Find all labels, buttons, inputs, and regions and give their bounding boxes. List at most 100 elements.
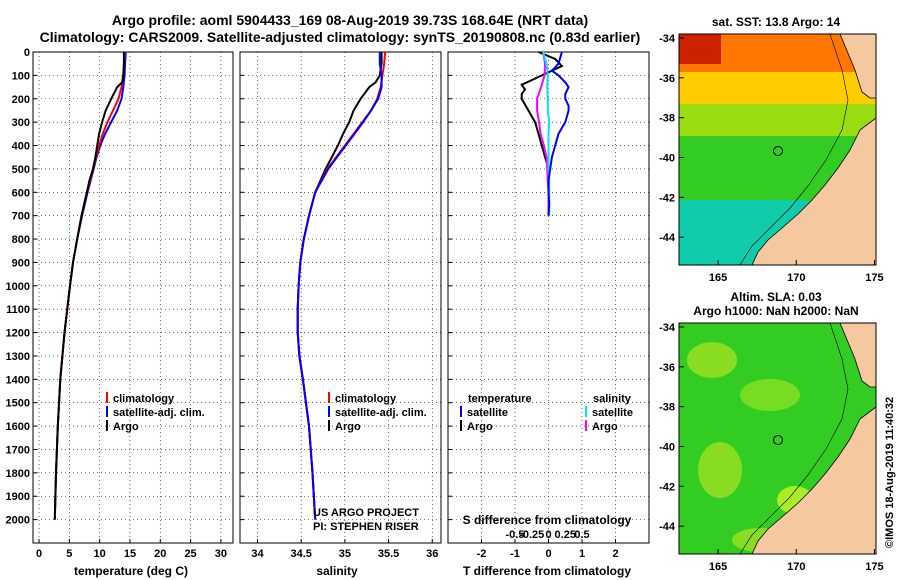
depth-tick-label: 900	[12, 257, 30, 269]
x-tick-label: 36	[426, 548, 438, 560]
depth-tick-label: 600	[12, 187, 30, 199]
x-tick-label: 10	[94, 548, 106, 560]
map-lat-tick-label: -34	[659, 322, 676, 334]
x-tick-label: 0	[545, 548, 551, 560]
legend-salinity-head: salinity	[593, 393, 632, 405]
map-lat-tick-label: -40	[659, 441, 675, 453]
legend-climatology-swatch	[106, 392, 108, 403]
depth-tick-label: 1200	[6, 328, 30, 340]
depth-tick-label: 1300	[6, 351, 30, 363]
sla-anomaly	[698, 442, 742, 498]
t-difference-xlabel: T difference from climatology	[463, 564, 631, 578]
sst-hottest-corner	[679, 34, 721, 64]
sst-map-title: sat. SST: 13.8 Argo: 14	[712, 15, 841, 29]
x-tick-label: 30	[215, 548, 227, 560]
title-line1: Argo profile: aoml 5904433_169 08-Aug-20…	[112, 12, 588, 28]
map-lon-tick-label: 175	[865, 272, 883, 284]
sla-land	[751, 406, 876, 554]
map-lat-tick-label: -34	[659, 33, 676, 45]
legend-s-argo: Argo	[592, 421, 618, 433]
legend-climatology: climatology	[113, 393, 175, 405]
legend-climatology: climatology	[335, 393, 397, 405]
depth-tick-label: 0	[24, 47, 30, 59]
map-lon-tick-label: 170	[787, 561, 805, 573]
sst-map: sat. SST: 13.8 Argo: 14 -34 -36 -38 -40 -42 -…	[659, 15, 884, 284]
series-line-argo	[53, 52, 125, 520]
legend-t-satellite-swatch	[460, 406, 462, 417]
depth-tick-label: 800	[12, 234, 30, 246]
legend-argo: Argo	[113, 421, 139, 433]
map-lon-tick-label: 165	[709, 272, 727, 284]
sst-argo-position-marker	[773, 146, 783, 156]
sst-land	[751, 117, 876, 265]
map-lat-tick-label: -40	[659, 152, 675, 164]
pi-label: PI: STEPHEN RISER	[313, 521, 419, 533]
x-tick-label-secondary: 0.5	[574, 529, 589, 541]
x-tick-label: 20	[154, 548, 166, 560]
x-tick-label: 35	[339, 548, 351, 560]
legend-s-argo-swatch	[585, 420, 587, 431]
map-lat-tick-label: -36	[659, 73, 675, 85]
map-lon-tick-label: 165	[709, 561, 727, 573]
x-tick-label: 1	[579, 548, 585, 560]
x-tick-label-secondary: 0	[545, 529, 551, 541]
salinity-plot-frame	[239, 51, 442, 544]
legend-t-satellite: satellite	[467, 407, 508, 419]
sla-argo-position-marker	[773, 435, 783, 445]
sst-map-frame	[678, 33, 877, 266]
legend-satellite: satellite-adj. clim.	[113, 407, 205, 419]
temperature-xlabel: temperature (deg C)	[74, 564, 188, 578]
legend-climatology-swatch	[328, 392, 330, 403]
temperature-plot-frame	[32, 51, 234, 544]
sla-map-title1: Altim. SLA: 0.03	[730, 290, 822, 304]
legend-satellite-swatch	[328, 406, 330, 417]
depth-tick-label: 1800	[6, 468, 30, 480]
depth-tick-label: 1900	[6, 491, 30, 503]
x-tick-label: -2	[477, 548, 487, 560]
legend-argo-swatch	[328, 420, 330, 431]
map-lat-tick-label: -44	[659, 521, 676, 533]
legend-t-argo: Argo	[467, 421, 493, 433]
depth-tick-label: 1000	[6, 281, 30, 293]
sla-anomaly	[740, 379, 800, 411]
salinity-legend: climatology satellite-adj. clim. Argo	[328, 392, 427, 433]
x-tick-label: -1	[510, 548, 520, 560]
depth-tick-label: 700	[12, 211, 30, 223]
depth-tick-label: 1500	[6, 398, 30, 410]
map-lat-tick-label: -42	[659, 481, 675, 493]
sla-isobath	[739, 323, 849, 554]
map-lon-tick-label: 175	[865, 561, 883, 573]
series-line-temperature-satellite	[547, 51, 570, 216]
temperature-legend: climatology satellite-adj. clim. Argo	[106, 392, 205, 433]
legend-temperature-head: temperature	[468, 393, 532, 405]
x-tick-label: 0	[36, 548, 42, 560]
depth-tick-label: 100	[12, 70, 30, 82]
legend-s-satellite: satellite	[592, 407, 633, 419]
sla-land-north	[839, 323, 876, 388]
salinity-xlabel: salinity	[316, 564, 358, 578]
sla-map-frame	[678, 322, 877, 555]
x-tick-label: 35.5	[378, 548, 399, 560]
title-line2: Climatology: CARS2009. Satellite-adjuste…	[40, 29, 641, 45]
map-lat-tick-label: -42	[659, 192, 675, 204]
x-tick-label: 25	[184, 548, 196, 560]
depth-tick-label: 1700	[6, 444, 30, 456]
depth-tick-label: 1400	[6, 374, 30, 386]
map-lat-tick-label: -38	[659, 113, 675, 125]
x-tick-label-secondary: -0.25	[519, 529, 544, 541]
x-tick-label-secondary: 0.25	[555, 529, 576, 541]
sla-map-title2: Argo h1000: NaN h2000: NaN	[693, 304, 858, 318]
x-tick-label: 34	[251, 548, 264, 560]
sst-isobath	[739, 34, 849, 265]
legend-satellite: satellite-adj. clim.	[335, 407, 427, 419]
x-tick-label: 2	[612, 548, 618, 560]
sst-land-north	[839, 34, 876, 99]
x-tick-label: 15	[124, 548, 136, 560]
legend-t-argo-swatch	[460, 420, 462, 431]
s-difference-xlabel: S difference from climatology	[463, 513, 632, 527]
depth-tick-label: 200	[12, 94, 30, 106]
series-line-temperature-argo	[520, 51, 564, 216]
map-lon-tick-label: 170	[787, 272, 805, 284]
map-lat-tick-label: -44	[659, 232, 676, 244]
difference-legend: temperature satellite Argo salinity sate…	[460, 393, 633, 433]
